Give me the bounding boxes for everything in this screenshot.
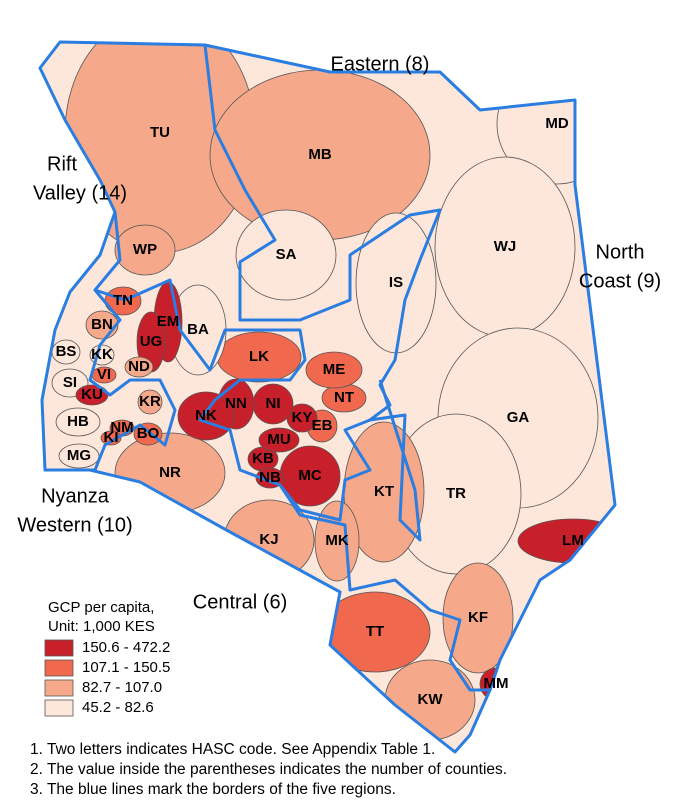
county-area — [55, 407, 101, 437]
county-code: UG — [140, 333, 163, 350]
county-code: LM — [562, 532, 584, 549]
county-code: KB — [252, 450, 274, 467]
county-code: TT — [366, 623, 384, 640]
county-code: LK — [249, 348, 269, 365]
county-area — [137, 389, 163, 415]
county-code: WJ — [494, 238, 517, 255]
county-code: MB — [308, 146, 331, 163]
county-code: NN — [225, 395, 247, 412]
county-area — [305, 351, 363, 389]
region-borders — [38, 40, 617, 754]
county-code: MC — [298, 467, 321, 484]
county-code: TR — [446, 485, 466, 502]
county-code: IS — [389, 274, 403, 291]
county-code: MD — [545, 115, 568, 132]
county-code: NI — [266, 395, 281, 412]
county-code: WP — [133, 241, 157, 258]
region-label: North — [596, 241, 645, 263]
legend-label: 82.7 - 107.0 — [82, 679, 162, 696]
county-area — [258, 427, 300, 453]
county-area — [100, 430, 122, 446]
county-code: NM — [110, 419, 133, 436]
region-label: Rift — [47, 153, 77, 175]
county-code: KJ — [259, 531, 278, 548]
legend-swatch — [44, 659, 74, 677]
region-label: Nyanza — [41, 485, 110, 507]
county-code: BO — [137, 425, 160, 442]
legend-title: Unit: 1,000 KES — [48, 618, 155, 635]
footnote: 2. The value inside the parentheses indi… — [30, 761, 507, 778]
footnote: 3. The blue lines mark the borders of th… — [30, 781, 396, 798]
legend-swatch — [44, 699, 74, 717]
county-code: KU — [81, 386, 103, 403]
county-code: ME — [323, 361, 346, 378]
region-border — [278, 484, 490, 692]
county-code: BA — [187, 321, 209, 338]
region-border — [45, 289, 177, 472]
county-code: BN — [91, 316, 113, 333]
legend-swatch — [44, 679, 74, 697]
county-code: KT — [374, 483, 394, 500]
county-area — [442, 562, 514, 674]
legend-label: 150.6 - 472.2 — [82, 639, 170, 656]
county-code: KI — [104, 429, 119, 446]
legend-label: 45.2 - 82.6 — [82, 699, 154, 716]
county-code: KK — [91, 346, 113, 363]
county-area — [133, 422, 163, 446]
county-code: KR — [139, 393, 161, 410]
region-border — [203, 44, 442, 542]
region-label: Valley (14) — [33, 182, 127, 204]
country-border — [38, 40, 617, 754]
county-code: MU — [267, 431, 290, 448]
county-code: VI — [97, 366, 111, 383]
county-code: SI — [63, 374, 77, 391]
county-code: MG — [67, 447, 91, 464]
region-label: Eastern (8) — [331, 53, 430, 75]
county-code: KY — [292, 409, 313, 426]
region-label: Western (10) — [17, 514, 132, 536]
county-code: TU — [150, 124, 170, 141]
county-code: KW — [418, 691, 444, 708]
county-code: EB — [312, 417, 333, 434]
county-code: TN — [113, 292, 133, 309]
county-area — [124, 356, 154, 378]
county-code: KF — [468, 609, 488, 626]
region-label: Central (6) — [193, 591, 287, 613]
county-code: MM — [484, 675, 509, 692]
county-code: MK — [325, 532, 348, 549]
legend-title: GCP per capita, — [48, 599, 154, 616]
county-area — [235, 209, 337, 301]
county-area — [114, 224, 176, 276]
county-code: HB — [67, 413, 89, 430]
county-code: ND — [128, 358, 150, 375]
footnote: 1. Two letters indicates HASC code. See … — [30, 741, 435, 758]
region-border — [93, 211, 372, 522]
county-code: BS — [56, 343, 77, 360]
legend-label: 107.1 - 150.5 — [82, 659, 170, 676]
county-code: NB — [259, 469, 281, 486]
counties — [51, 42, 615, 741]
county-code: SA — [276, 246, 297, 263]
county-code: NT — [334, 389, 354, 406]
legend-swatch — [44, 639, 74, 657]
region-label: Coast (9) — [579, 270, 661, 292]
county-code: NK — [195, 407, 217, 424]
county-code: NR — [159, 464, 181, 481]
county-code: GA — [507, 409, 530, 426]
county-code: EM — [157, 313, 180, 330]
